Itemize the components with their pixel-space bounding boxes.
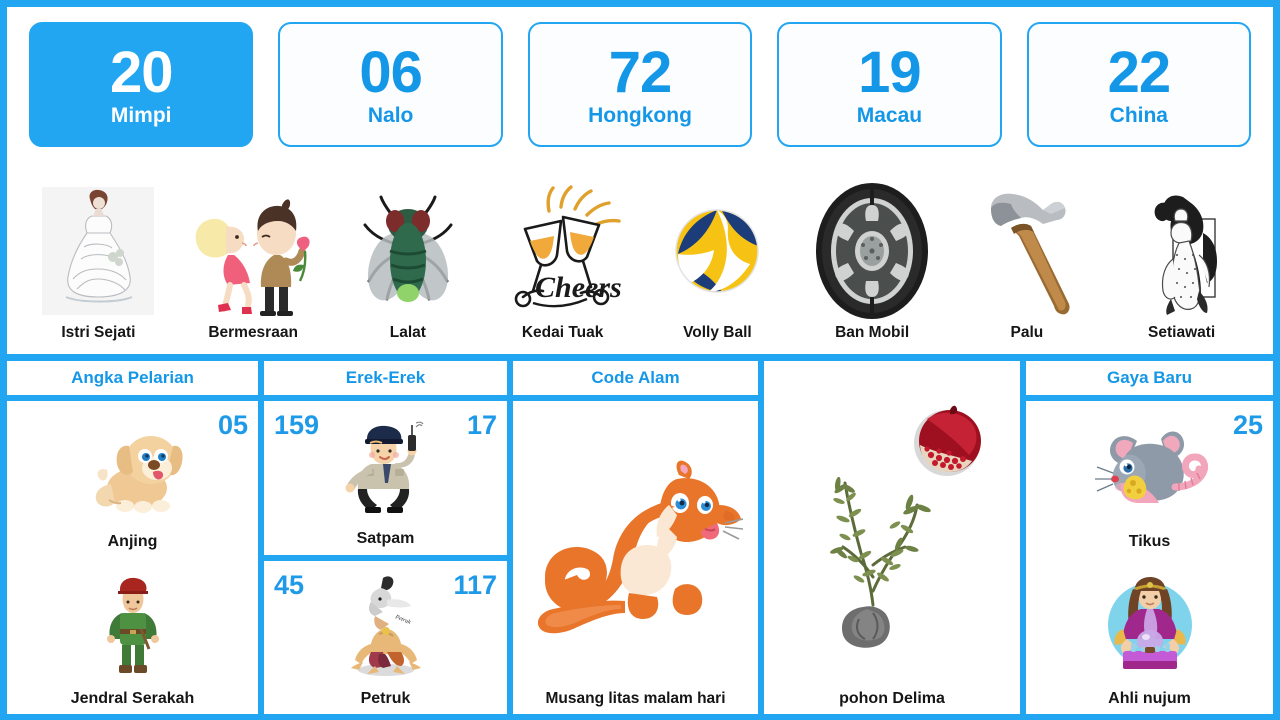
list-item[interactable]: Ahli nujum — [1026, 558, 1273, 715]
symbol-item-ban-mobil[interactable]: Ban Mobil — [795, 162, 950, 348]
symbol-item-lalat[interactable]: Lalat — [331, 162, 486, 348]
number-card-hongkong[interactable]: 72 Hongkong — [527, 22, 753, 147]
symbol-caption: Bermesraan — [208, 324, 298, 341]
card-label: Mimpi — [110, 103, 172, 127]
volleyball-icon — [640, 182, 795, 320]
soldier-icon — [13, 562, 252, 688]
badge-number-left: 159 — [274, 410, 320, 440]
car-tire-icon — [795, 182, 950, 320]
symbol-item-setiawati[interactable]: Setiawati — [1104, 162, 1259, 348]
card-number: 19 — [858, 39, 922, 105]
number-card-mimpi[interactable]: 20 Mimpi — [29, 22, 254, 147]
column-body: 05 — [7, 401, 258, 714]
hammer-icon — [950, 182, 1105, 320]
weasel-icon — [519, 405, 752, 688]
kissing-couple-icon — [176, 182, 331, 320]
housefly-icon — [331, 182, 486, 320]
grid-column-erek-erek: Erek-Erek 159 17 — [264, 361, 513, 714]
dog-icon — [13, 405, 252, 531]
grid-column-angka-pelarian: Angka Pelarian 05 — [7, 361, 264, 714]
column-header-label: Angka Pelarian — [71, 368, 194, 387]
item-caption: Satpam — [356, 530, 415, 548]
symbol-caption: Volly Ball — [683, 324, 752, 341]
section-divider — [0, 354, 1280, 361]
list-item[interactable]: Musang litas malam hari — [513, 401, 758, 714]
grid-column-code-alam: Code Alam — [513, 361, 764, 714]
number-card-macau[interactable]: 19 Macau — [777, 22, 1002, 147]
petruk-puppet-icon: Petruk — [270, 565, 501, 688]
card-number: 22 — [1107, 39, 1172, 105]
card-number: 72 — [608, 39, 673, 105]
column-header-label: Gaya Baru — [1106, 368, 1193, 387]
bride-sketch-icon — [21, 182, 176, 320]
list-item[interactable]: Jendral Serakah — [7, 558, 258, 715]
svg-text:Cheers: Cheers — [535, 271, 622, 304]
item-caption: Petruk — [360, 689, 411, 707]
number-card-nalo[interactable]: 06 Nalo — [278, 22, 503, 147]
list-item[interactable]: 25 — [1026, 401, 1273, 558]
item-caption: pohon Delima — [839, 689, 945, 707]
symbol-caption: Kedai Tuak — [521, 324, 604, 341]
item-caption: Jendral Serakah — [70, 689, 195, 707]
badge-number: 25 — [1232, 410, 1263, 440]
cheers-glasses-icon: Cheers — [485, 182, 640, 320]
grid-column-unnamed: pohon Delima — [764, 361, 1026, 714]
symbol-item-kedai-tuak[interactable]: Cheers Kedai Tuak — [485, 162, 640, 348]
symbol-item-bermesraan[interactable]: Bermesraan — [176, 162, 331, 348]
badge-number: 05 — [217, 410, 248, 440]
symbol-caption: Lalat — [389, 324, 426, 341]
symbol-caption: Ban Mobil — [835, 324, 910, 341]
column-body: pohon Delima — [764, 361, 1020, 714]
card-number: 20 — [109, 39, 174, 105]
item-caption: Tikus — [1128, 533, 1171, 551]
column-header-erek-erek: Erek-Erek — [264, 361, 507, 401]
top-number-cards: 20 Mimpi 06 Nalo 72 Hongkong 19 Macau 22… — [7, 7, 1273, 162]
prediction-grid: Angka Pelarian 05 — [7, 361, 1273, 714]
symbol-caption: Istri Sejati — [61, 324, 136, 341]
card-label: China — [1109, 103, 1168, 127]
number-card-china[interactable]: 22 China — [1026, 22, 1252, 147]
card-label: Nalo — [367, 103, 414, 127]
symbol-item-istri-sejati[interactable]: Istri Sejati — [21, 162, 176, 348]
item-caption: Anjing — [107, 533, 158, 551]
symbol-caption: Setiawati — [1148, 324, 1216, 341]
column-header-angka-pelarian: Angka Pelarian — [7, 361, 258, 401]
mouse-icon — [1032, 405, 1267, 531]
column-body: 25 — [1026, 401, 1273, 714]
badge-number-left: 45 — [274, 569, 305, 600]
column-body: Musang litas malam hari — [513, 401, 758, 714]
item-caption: Ahli nujum — [1108, 689, 1191, 707]
svg-text:Petruk: Petruk — [393, 614, 411, 626]
list-item[interactable]: pohon Delima — [764, 361, 1020, 714]
badge-number-right: 17 — [466, 410, 497, 440]
security-guard-icon — [270, 405, 501, 528]
symbol-caption: Palu — [1010, 324, 1044, 341]
fortune-teller-icon — [1032, 562, 1267, 688]
symbol-item-palu[interactable]: Palu — [950, 162, 1105, 348]
pomegranate-plant-icon — [770, 365, 1014, 688]
card-number: 06 — [359, 39, 423, 105]
symbol-item-volly-ball[interactable]: Volly Ball — [640, 162, 795, 348]
column-header-code-alam: Code Alam — [513, 361, 758, 401]
column-header-gaya-baru: Gaya Baru — [1026, 361, 1273, 401]
symbol-icon-strip: Istri Sejati — [7, 162, 1273, 354]
list-item[interactable]: 45 117 — [264, 561, 507, 715]
column-header-label: Code Alam — [591, 368, 680, 387]
card-label: Macau — [856, 103, 923, 127]
item-caption: Musang litas malam hari — [545, 690, 726, 708]
badge-number-right: 117 — [453, 569, 497, 600]
card-label: Hongkong — [588, 103, 692, 127]
wayang-setiawati-icon — [1104, 182, 1259, 320]
column-header-label: Erek-Erek — [345, 368, 426, 387]
column-body: 159 17 — [264, 401, 507, 714]
grid-column-gaya-baru: Gaya Baru 25 — [1026, 361, 1273, 714]
list-item[interactable]: 159 17 — [264, 401, 507, 561]
list-item[interactable]: 05 — [7, 401, 258, 558]
